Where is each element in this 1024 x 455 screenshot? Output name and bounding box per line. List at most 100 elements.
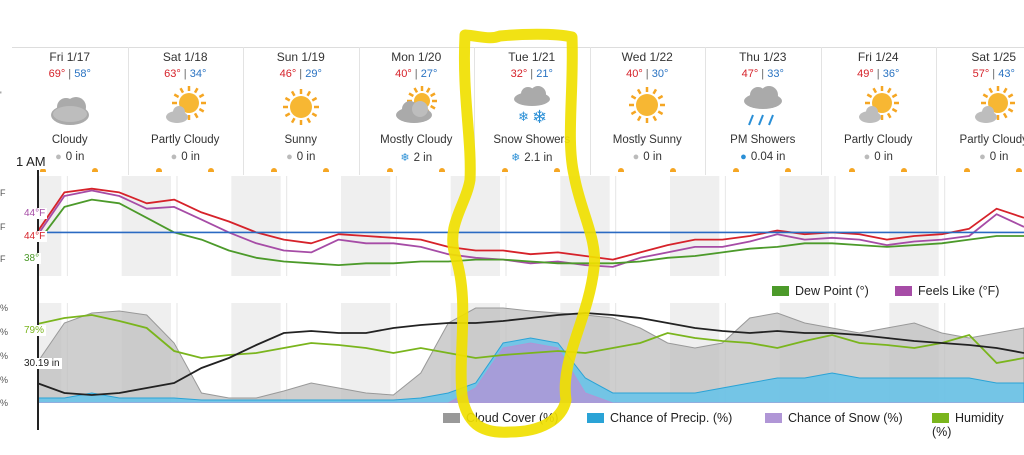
- day-name: Sun 1/19: [276, 50, 325, 64]
- precip-value: 0 in: [874, 151, 893, 163]
- temp-separator: |: [180, 68, 190, 80]
- legend-cloud-cover[interactable]: Cloud Cover (%): [443, 411, 558, 425]
- sunset-marker: [323, 168, 329, 172]
- low-temp: 58°: [74, 68, 91, 80]
- precip-value: 0 in: [989, 151, 1009, 163]
- condition-label: Sunny: [284, 134, 318, 146]
- partly-cloudy-icon: [166, 86, 207, 123]
- snowflake-icon: ❄: [400, 152, 410, 164]
- time-cursor-line[interactable]: [37, 170, 39, 430]
- percent-chart: [37, 303, 1024, 403]
- temp-axis-tick: F: [0, 222, 6, 232]
- precip-amount: ● 0 in: [821, 151, 937, 163]
- temp-axis-tick: F: [0, 188, 6, 198]
- pct-axis-tick: %: [0, 351, 9, 361]
- partly-cloudy-icon: [974, 86, 1015, 123]
- high-temp: 46°: [279, 68, 297, 80]
- raindrop-icon: ●: [55, 151, 62, 163]
- sunrise-marker: [386, 168, 393, 172]
- temperature-chart: [37, 176, 1024, 276]
- low-temp: 33°: [767, 68, 784, 80]
- day-column[interactable]: Fri 1/17 69° | 58° Cloudy ● 0 in: [12, 47, 129, 175]
- low-temp: 27°: [420, 68, 438, 80]
- humidity-readout: 79%: [22, 325, 47, 336]
- day-column[interactable]: Sat 1/18 63° | 34° Partly Cloudy ● 0 in: [128, 47, 244, 175]
- day-column[interactable]: Wed 1/22 40° | 30° Mostly Sunny ● 0 in: [590, 47, 706, 175]
- condition-label: Partly Cloudy: [959, 134, 1024, 146]
- day-column[interactable]: Thu 1/23 47° | 33° PM Showers ● 0.04 in: [705, 47, 822, 175]
- high-temp: 69°: [48, 68, 66, 80]
- legend-swatch: [587, 413, 604, 423]
- day-temps: 57° | 43°: [936, 68, 1024, 80]
- pct-axis-tick: %: [0, 398, 9, 408]
- precip-amount: ● 0.04 in: [705, 151, 821, 163]
- precip-amount: ❄ 2 in: [359, 151, 475, 164]
- day-name: Tue 1/21: [508, 50, 556, 64]
- raindrop-icon: ●: [170, 151, 178, 163]
- daily-forecast-row: Fri 1/17 69° | 58° Cloudy ● 0 in Sat 1/18 63° …: [12, 47, 1024, 175]
- legend-label: Feels Like (°F): [918, 284, 1000, 298]
- sunrise-marker: [733, 168, 739, 172]
- raindrop-icon: ●: [632, 151, 640, 163]
- precip-amount: ● 0 in: [12, 151, 128, 163]
- low-temp: 43°: [998, 68, 1015, 80]
- legend-dew-point[interactable]: Dew Point (°): [772, 284, 869, 298]
- legend-swatch: [772, 286, 789, 296]
- sunrise-marker: [40, 168, 46, 172]
- precip-amount: ● 0 in: [590, 151, 706, 163]
- precip-amount: ● 0 in: [243, 151, 359, 163]
- day-column[interactable]: Fri 1/24 49° | 36° Partly Cloudy ● 0 in: [821, 47, 937, 175]
- temp-separator: |: [296, 68, 306, 80]
- day-column[interactable]: Sat 1/25 57° | 43° Partly Cloudy ● 0 in: [936, 47, 1024, 175]
- day-name: Sat 1/25: [971, 50, 1017, 64]
- legend-chance-precip[interactable]: Chance of Precip. (%): [587, 411, 732, 425]
- low-temp: 34°: [189, 68, 207, 80]
- sunrise-marker: [271, 168, 277, 172]
- sunrise-marker: [617, 168, 624, 172]
- condition-label: Mostly Cloudy: [380, 134, 453, 146]
- temp-separator: |: [989, 68, 999, 80]
- temperature-line: [37, 187, 1024, 261]
- day-column[interactable]: Tue 1/21 32° | 21° ❄ ❄ Snow Showers ❄ 2.1 in: [474, 47, 591, 175]
- legend-chance-snow[interactable]: Chance of Snow (%): [765, 411, 903, 425]
- night-band: [779, 176, 830, 276]
- temp-separator: |: [527, 68, 537, 80]
- dew-point-readout: 38°: [22, 253, 42, 264]
- partly-cloudy-icon: [859, 86, 900, 123]
- legend-label: Dew Point (°): [795, 284, 869, 298]
- legend-swatch: [932, 413, 949, 423]
- sunset-marker: [669, 168, 676, 172]
- time-cursor-label: 1 AM: [14, 154, 48, 169]
- sunrise-marker: [848, 168, 855, 172]
- raindrop-icon: ●: [863, 151, 871, 163]
- sunrise-marker: [155, 168, 162, 172]
- night-band: [341, 176, 391, 276]
- legend-label: Chance of Precip. (%): [610, 411, 733, 425]
- day-column[interactable]: Mon 1/20 40° | 27° Mostly Cloudy ❄ 2 in: [359, 47, 475, 175]
- night-band: [341, 303, 391, 403]
- sunset-marker: [438, 168, 445, 172]
- legend-swatch: [443, 413, 460, 423]
- legend-humidity[interactable]: Humidity (%): [932, 411, 1024, 439]
- high-temp: 47°: [741, 68, 759, 80]
- temp-separator: |: [758, 68, 768, 80]
- svg-text:❄: ❄: [532, 107, 547, 127]
- pct-axis-tick: %: [0, 303, 9, 313]
- day-name: Mon 1/20: [391, 50, 442, 64]
- condition-label: Partly Cloudy: [151, 134, 220, 146]
- day-column[interactable]: Sun 1/19 46° | 29° Sunny ● 0 in: [243, 47, 360, 175]
- precip-value: 0.04 in: [750, 151, 786, 163]
- day-temps: 40° | 27°: [359, 68, 475, 80]
- snowflake-icon: ❄: [511, 152, 521, 164]
- condition-label: Snow Showers: [493, 134, 571, 146]
- day-name: Thu 1/23: [739, 50, 787, 64]
- feels-like-readout: 44°F: [22, 208, 48, 219]
- feels-like-line: [37, 189, 1024, 268]
- temperature-readout: 44°F: [22, 231, 48, 242]
- precip-amount: ❄ 2.1 in: [474, 151, 590, 164]
- sunset-marker: [900, 168, 907, 172]
- axis-fragment: ': [0, 90, 2, 100]
- cloudy-icon: [50, 97, 89, 125]
- day-temps: 49° | 36°: [821, 68, 937, 80]
- legend-feels-like[interactable]: Feels Like (°F): [895, 284, 999, 298]
